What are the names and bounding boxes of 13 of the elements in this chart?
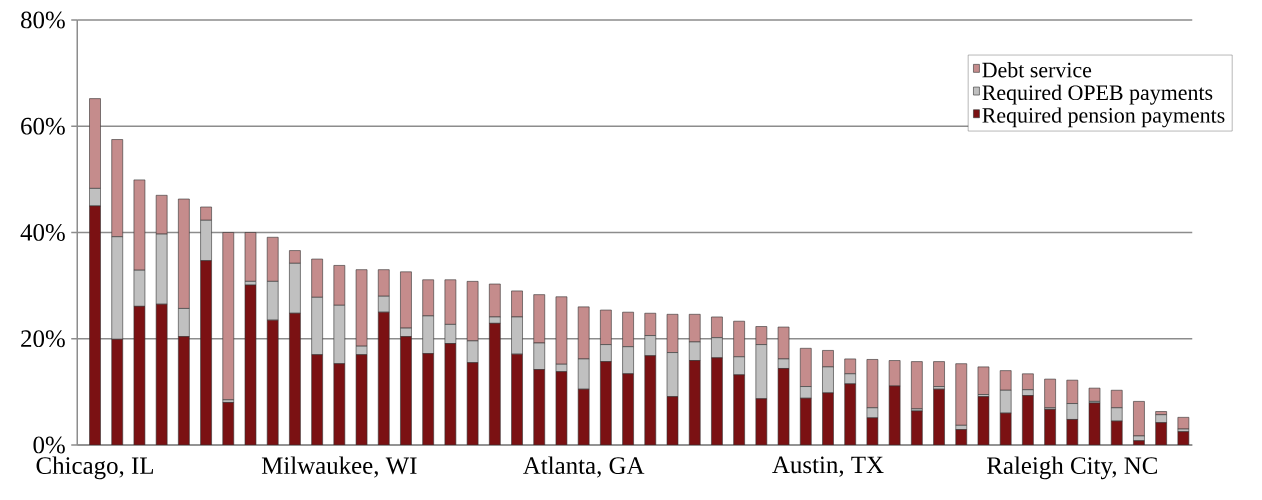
y-tick-label: 80% bbox=[21, 11, 65, 29]
legend-label: Required OPEB payments bbox=[982, 84, 1213, 105]
x-tick-label: Raleigh City, NC bbox=[987, 456, 1157, 480]
legend-label: Debt service bbox=[982, 62, 1092, 78]
y-tick-label: 20% bbox=[21, 330, 65, 348]
x-tick-label: Milwaukee, WI bbox=[261, 456, 417, 478]
x-tick-label: Chicago, IL bbox=[36, 456, 154, 480]
y-tick-label: 40% bbox=[20, 224, 65, 241]
x-tick-label: Austin, TX bbox=[772, 456, 884, 477]
y-tick-label: 0% bbox=[33, 436, 65, 454]
x-tick-label: Atlanta, GA bbox=[523, 456, 645, 478]
legend-label: Required pension payments bbox=[982, 107, 1225, 128]
y-tick-label: 60% bbox=[21, 117, 65, 135]
